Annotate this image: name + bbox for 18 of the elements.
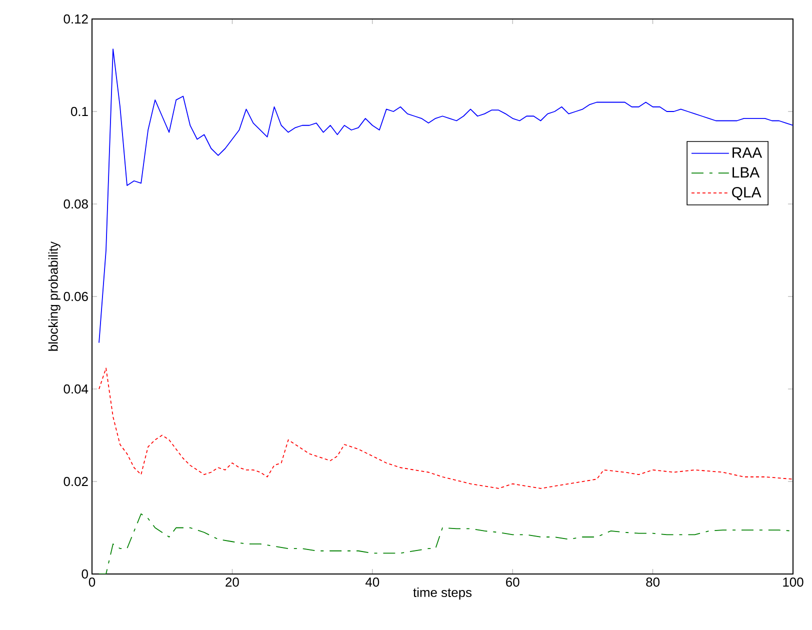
y-tick-label: 0.02 [64,476,88,486]
y-tick-label: 0.06 [64,292,88,302]
y-tick-label: 0.12 [64,14,88,24]
x-tick-label: 100 [783,578,804,587]
legend-label: LBA [732,167,760,178]
x-tick-label: 40 [365,578,380,587]
y-tick-label: 0.04 [64,384,88,394]
x-axis-title: time steps [413,588,472,600]
x-tick-label: 80 [646,578,660,587]
y-tick-label: 0.1 [70,106,88,116]
x-tick-label: 20 [226,578,239,587]
x-tick-label: 60 [506,578,520,587]
legend-label: QLA [732,186,762,200]
y-tick-label: 0.08 [64,199,88,209]
x-tick-label: 0 [88,578,96,587]
legend-label: RAA [732,147,762,158]
y-axis-title: blocking probability [48,241,60,351]
y-tick-label: 0 [82,569,88,579]
